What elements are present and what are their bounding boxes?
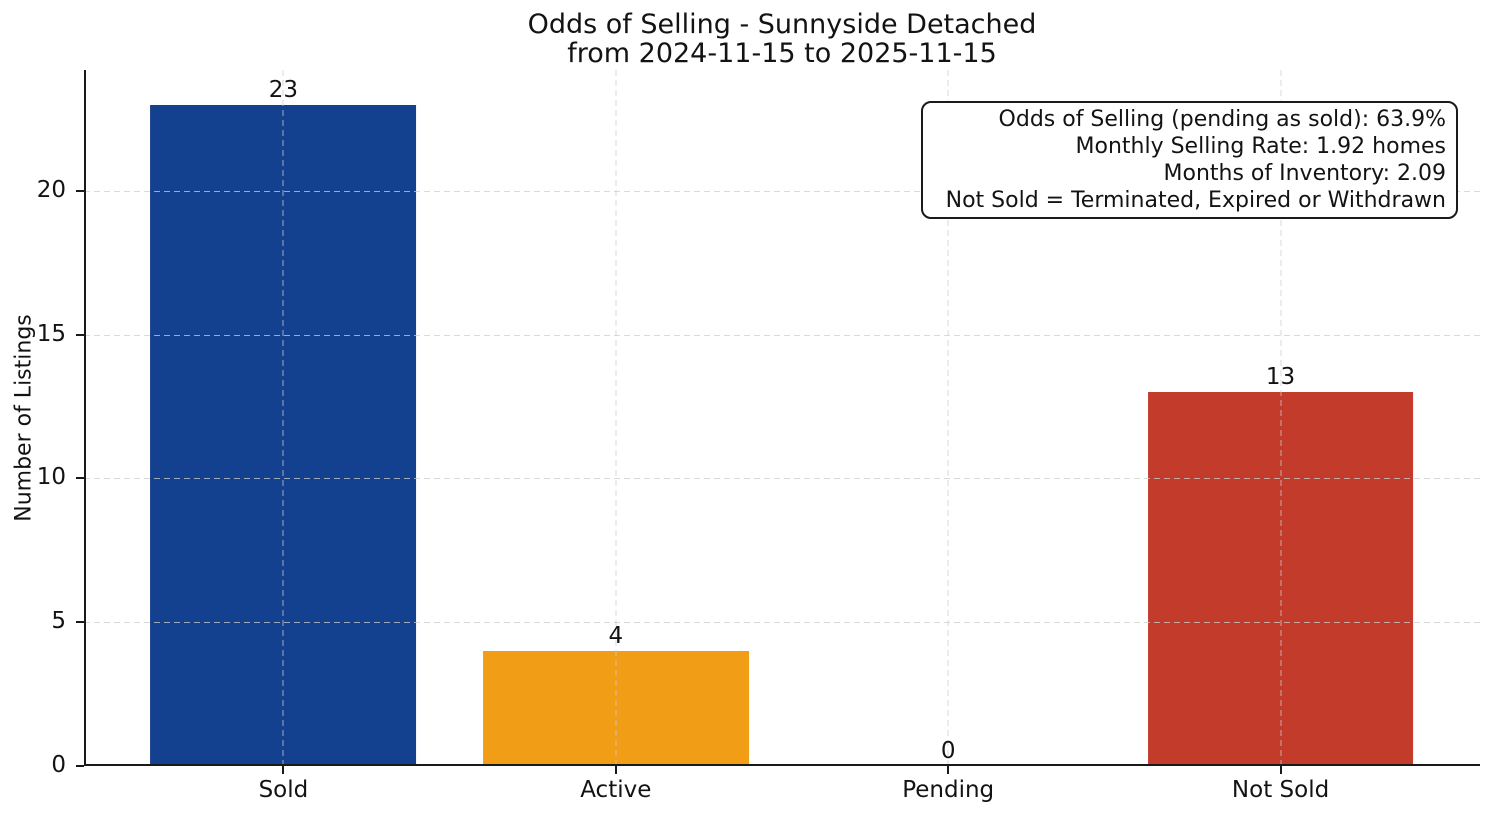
- x-tick-mark: [1279, 766, 1282, 774]
- y-axis-spine: [84, 70, 86, 766]
- annotation-monthly-selling-rate: Monthly Selling Rate: 1.92 homes: [1075, 134, 1446, 159]
- vertical-gridline: [947, 70, 949, 766]
- x-tick-mark: [282, 766, 285, 774]
- chart-title: Odds of Selling - Sunnyside Detached fro…: [84, 10, 1480, 68]
- horizontal-gridline: [84, 622, 1480, 624]
- annotation-not-sold-definition: Not Sold = Terminated, Expired or Withdr…: [945, 188, 1446, 213]
- y-tick-label: 20: [36, 176, 66, 203]
- vertical-gridline: [1280, 70, 1282, 766]
- stats-annotation-box: Odds of Selling (pending as sold): 63.9%…: [921, 101, 1458, 219]
- y-tick-label: 15: [36, 320, 66, 347]
- y-tick-label: 10: [36, 464, 66, 491]
- vertical-gridline: [282, 70, 284, 766]
- chart-title-line1: Odds of Selling - Sunnyside Detached: [527, 9, 1037, 40]
- bar-value-label: 4: [608, 622, 624, 649]
- bar-value-label: 13: [1265, 364, 1296, 391]
- x-axis-spine: [84, 764, 1480, 766]
- x-tick-label-sold: Sold: [258, 777, 309, 803]
- horizontal-gridline: [84, 334, 1480, 336]
- x-tick-mark: [614, 766, 617, 774]
- annotation-odds-of-selling: Odds of Selling (pending as sold): 63.9%: [998, 107, 1446, 132]
- y-tick-mark: [76, 333, 84, 336]
- y-tick-mark: [76, 621, 84, 624]
- plot-area: 23 4 0 13: [84, 70, 1480, 766]
- y-tick-label: 0: [51, 752, 66, 778]
- y-tick-label: 5: [51, 608, 66, 635]
- x-tick-label-not-sold: Not Sold: [1231, 777, 1330, 803]
- bar-value-label: 0: [940, 738, 956, 764]
- vertical-gridline: [615, 70, 617, 766]
- y-tick-mark: [76, 477, 84, 480]
- x-tick-label-pending: Pending: [902, 777, 995, 803]
- x-tick-label-active: Active: [580, 777, 652, 803]
- horizontal-gridline: [84, 478, 1480, 480]
- bar-value-label: 23: [268, 76, 299, 103]
- x-tick-mark: [947, 766, 950, 774]
- horizontal-gridline: [84, 190, 1480, 192]
- chart-title-line2: from 2024-11-15 to 2025-11-15: [567, 38, 997, 69]
- annotation-months-of-inventory: Months of Inventory: 2.09: [1163, 161, 1446, 186]
- y-tick-mark: [76, 765, 84, 767]
- y-tick-mark: [76, 189, 84, 192]
